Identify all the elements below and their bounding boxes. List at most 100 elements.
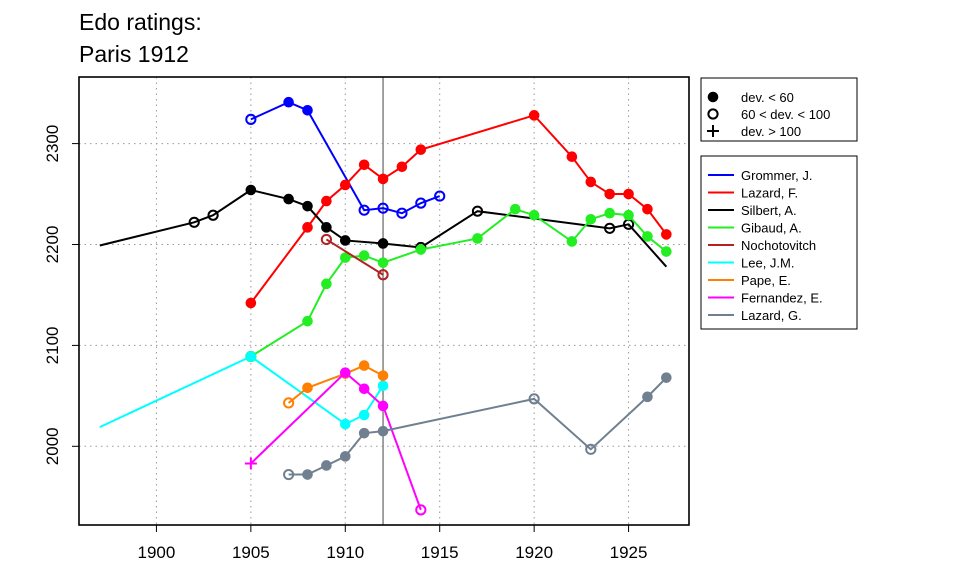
data-point-7-1 xyxy=(339,367,351,378)
data-point-8-8 xyxy=(642,391,653,403)
data-point-0-3 xyxy=(358,204,370,216)
data-point-1-9 xyxy=(566,151,578,163)
series-legend-label-0: Grommer, J. xyxy=(741,168,813,183)
data-point-2-3 xyxy=(245,184,257,196)
data-point-1-4 xyxy=(358,159,370,171)
data-point-3-10 xyxy=(566,236,578,247)
x-tick-label-1915: 1915 xyxy=(421,543,459,562)
data-point-8-4 xyxy=(358,427,370,439)
grid-lines xyxy=(79,77,689,525)
data-point-2-5 xyxy=(302,200,313,212)
series-line-5 xyxy=(99,355,384,429)
marker-legend: dev. < 60 60 < dev. < 100 dev. > 100 xyxy=(700,77,858,142)
data-point-8-1 xyxy=(302,469,313,480)
data-point-1-13 xyxy=(642,203,653,215)
data-point-1-12 xyxy=(623,188,634,200)
x-tick-label-1910: 1910 xyxy=(326,543,364,562)
series-legend-box xyxy=(700,155,858,330)
data-point-1-3 xyxy=(339,179,351,191)
axes: 1900 1905 1910 1915 1920 1925 2000 2100 2200 2300 xyxy=(43,125,647,562)
series-1 xyxy=(245,110,672,309)
data-point-3-1 xyxy=(302,315,313,327)
series-legend-label-5: Lee, J.M. xyxy=(741,256,794,271)
chart-title-line-1: Edo ratings: xyxy=(79,9,202,35)
y-tick-label-2200: 2200 xyxy=(43,226,62,264)
data-point-3-2 xyxy=(321,278,332,290)
series-line-7 xyxy=(250,371,422,511)
data-point-1-6 xyxy=(396,161,408,173)
data-point-2-4 xyxy=(283,193,294,205)
series-line-4 xyxy=(325,238,384,276)
data-point-2-1 xyxy=(188,216,200,228)
data-point-2-6 xyxy=(321,222,332,233)
x-tick-label-1925: 1925 xyxy=(610,543,648,562)
data-point-0-7 xyxy=(434,190,446,202)
series-4 xyxy=(320,233,389,281)
series-0 xyxy=(245,96,446,219)
data-point-5-2 xyxy=(339,418,351,430)
series-legend-label-7: Fernandez, E. xyxy=(741,291,823,306)
marker-legend-label-2: dev. > 100 xyxy=(741,124,801,139)
data-point-7-4 xyxy=(415,504,427,516)
data-point-0-0 xyxy=(245,113,257,125)
series-8 xyxy=(283,372,672,481)
marker-legend-box xyxy=(700,77,858,142)
data-point-6-1 xyxy=(302,382,313,394)
data-point-3-11 xyxy=(585,213,597,225)
series-legend-label-2: Silbert, A. xyxy=(741,203,797,218)
data-point-3-13 xyxy=(623,209,634,221)
x-tick-label-1900: 1900 xyxy=(138,543,176,562)
data-point-2-8 xyxy=(377,238,389,249)
data-point-1-5 xyxy=(377,173,389,185)
series-legend-label-3: Gibaud, A. xyxy=(741,221,802,236)
data-point-1-7 xyxy=(415,144,427,155)
y-tick-label-2100: 2100 xyxy=(43,326,62,364)
series-legend: Grommer, J. Lazard, F. Silbert, A. Gibaud, … xyxy=(700,155,858,330)
data-point-8-6 xyxy=(528,393,540,405)
series-legend-label-4: Nochotovitch xyxy=(741,238,816,253)
series-legend-label-1: Lazard, F. xyxy=(741,186,798,201)
data-point-1-0 xyxy=(245,297,257,309)
data-point-1-14 xyxy=(661,229,672,240)
y-tick-label-2300: 2300 xyxy=(43,125,62,163)
data-point-5-3 xyxy=(358,409,370,421)
series-layer xyxy=(99,96,672,516)
data-point-0-4 xyxy=(377,202,389,214)
data-point-8-7 xyxy=(585,443,597,455)
data-point-7-3 xyxy=(377,400,389,412)
data-point-3-12 xyxy=(604,207,615,219)
data-point-0-1 xyxy=(283,96,294,108)
data-point-3-6 xyxy=(415,244,427,255)
series-legend-label-6: Pape, E. xyxy=(741,273,791,288)
marker-legend-symbol-1 xyxy=(707,108,719,120)
chart-title-line-2: Paris 1912 xyxy=(79,41,189,67)
data-point-6-0 xyxy=(283,397,295,409)
data-point-3-5 xyxy=(377,257,389,268)
data-point-3-8 xyxy=(509,203,521,215)
series-5 xyxy=(99,351,389,430)
data-point-5-1 xyxy=(245,351,257,362)
series-7 xyxy=(244,367,427,516)
x-tick-label-1920: 1920 xyxy=(515,543,553,562)
data-point-3-9 xyxy=(528,209,540,221)
marker-legend-symbol-2 xyxy=(707,125,719,137)
data-point-2-10 xyxy=(471,205,484,217)
data-point-6-4 xyxy=(377,370,389,381)
y-tick-label-2000: 2000 xyxy=(43,427,62,465)
series-3 xyxy=(245,203,672,363)
data-point-1-8 xyxy=(528,110,540,121)
data-point-3-3 xyxy=(339,252,351,263)
data-point-7-0 xyxy=(244,457,257,470)
data-point-1-2 xyxy=(321,195,332,207)
plot-frame xyxy=(78,76,690,526)
data-point-4-0 xyxy=(320,233,332,246)
data-point-8-2 xyxy=(321,460,332,471)
data-point-0-2 xyxy=(302,104,313,116)
marker-legend-symbol-0 xyxy=(707,91,719,103)
data-point-0-5 xyxy=(396,207,408,219)
data-point-3-15 xyxy=(661,246,672,257)
series-line-6 xyxy=(288,364,384,404)
data-point-3-7 xyxy=(472,233,483,244)
data-point-0-6 xyxy=(415,197,427,209)
